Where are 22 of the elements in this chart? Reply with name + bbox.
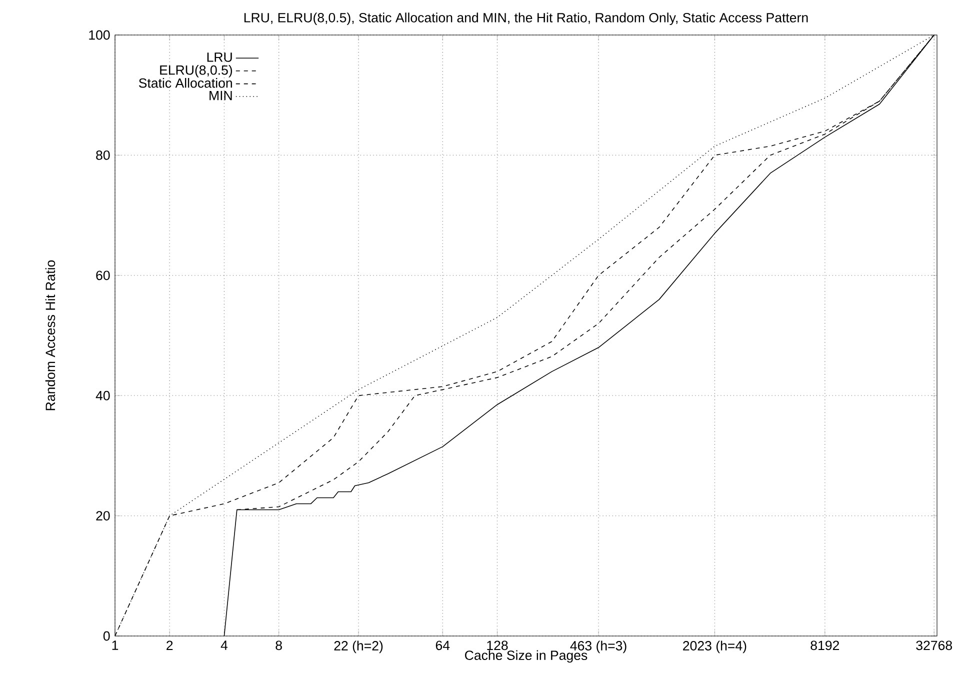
legend-label: Static Allocation (138, 78, 232, 88)
chart-title: LRU, ELRU(8,0.5), Static Allocation and MIN, the Hit Ratio, Random Only, Static Access Pattern (244, 12, 808, 25)
legend-label: MIN (210, 90, 232, 100)
y-tick-label: 100 (89, 30, 110, 40)
x-tick-label: 8192 (810, 640, 840, 650)
x-tick-label: 128 (487, 640, 508, 650)
y-tick-label: 0 (103, 631, 110, 641)
x-tick-label: 22 (h=2) (334, 640, 383, 654)
legend-label: LRU (207, 52, 232, 62)
y-tick-label: 20 (96, 511, 110, 520)
y-tick-label: 40 (96, 390, 110, 400)
legend-label: ELRU(8,0.5) (160, 65, 232, 78)
x-tick-label: 1 (112, 640, 118, 650)
x-tick-label: 2 (166, 640, 173, 650)
x-tick-label: 2023 (h=4) (683, 640, 746, 654)
x-tick-label: 64 (436, 640, 450, 650)
y-tick-label: 60 (96, 270, 110, 280)
x-tick-label: 4 (220, 640, 228, 650)
y-axis-title: Random Access Hit Ratio (45, 260, 56, 410)
y-tick-label: 80 (96, 150, 110, 160)
x-tick-label: 8 (276, 640, 282, 650)
x-tick-label: 32768 (916, 640, 952, 650)
